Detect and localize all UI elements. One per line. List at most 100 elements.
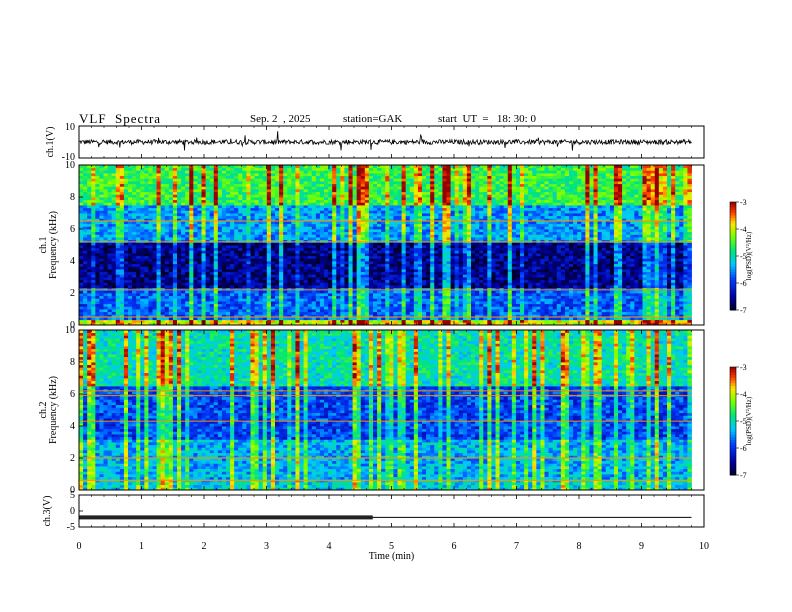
ch1-spectrogram-cell [107, 279, 113, 283]
ch1-spectrogram-cell [577, 285, 582, 289]
ch1-spectrogram-cell [397, 250, 402, 254]
ch1-spectrogram-cell [103, 261, 108, 265]
ch1-spectrogram-cell [221, 245, 227, 249]
ch1-spectrogram-cell [589, 277, 594, 281]
ch1-spectrogram-cell [667, 317, 672, 321]
ch1-spectrogram-cell [246, 258, 251, 262]
ch1-spectrogram-cell [548, 295, 554, 299]
ch1-spectrogram-cell [185, 266, 190, 270]
ch1-spectrogram-cell [471, 258, 476, 262]
ch1-spectrogram-cell [605, 298, 611, 302]
ch1-spectrogram-cell [373, 322, 378, 326]
ch1-spectrogram-cell [683, 261, 688, 265]
ch1-spectrogram-cell [601, 311, 607, 315]
ch1-spectrogram-cell [368, 258, 374, 262]
ch1-spectrogram-cell [605, 279, 611, 283]
ch1-spectrogram-cell [79, 295, 84, 299]
ch1-spectrogram-cell [560, 314, 566, 318]
ch1-spectrogram-cell [466, 266, 472, 270]
ch1-spectrogram-cell [442, 245, 447, 249]
ch1-spectrogram-cell [193, 245, 198, 249]
ch1-spectrogram-cell [332, 255, 337, 259]
ch1-spectrogram-cell [667, 245, 672, 249]
ch1-spectrogram-cell [548, 247, 554, 251]
ch1-spectrogram-cell [185, 303, 190, 307]
ch1-spectrogram-cell [209, 282, 215, 286]
ch1-spectrogram-cell [658, 274, 664, 278]
ch1-spectrogram-cell [221, 279, 227, 283]
ch1-spectrogram-cell [422, 317, 427, 321]
ch1-spectrogram-cell [491, 263, 496, 267]
ch1-spectrogram-cell [91, 322, 96, 326]
ch1-spectrogram-cell [172, 261, 178, 265]
ch1-spectrogram-cell [499, 306, 505, 310]
ch1-spectrogram-cell [601, 293, 607, 297]
ch1-spectrogram-cell [368, 285, 374, 289]
ch1-spectrogram-cell [205, 295, 211, 299]
ch1-spectrogram-cell [160, 279, 166, 283]
ch1-spectrogram-cell [209, 263, 215, 267]
ch1-spectrogram-cell [360, 314, 366, 318]
ch1-spectrogram-cell [458, 255, 464, 259]
ch1-spectrogram-cell [581, 290, 586, 294]
ch1-spectrogram-cell [462, 274, 468, 278]
ch1-spectrogram-cell [283, 319, 288, 323]
ch1-spectrogram-cell [291, 317, 296, 321]
ch1-spectrogram-cell [540, 314, 545, 318]
ch1-spectrogram-cell [287, 301, 292, 305]
ch1-spectrogram-cell [319, 290, 325, 294]
ch1-spectrogram-cell [324, 319, 329, 323]
ch1-spectrogram-cell [466, 319, 472, 323]
ch1-spectrogram-cell [491, 285, 496, 289]
ch1-spectrogram-cell [601, 258, 607, 262]
ch1-spectrogram-cell [172, 309, 178, 313]
ch1-spectrogram-cell [340, 293, 345, 297]
ch1-spectrogram-cell [556, 258, 562, 262]
ch1-spectrogram-cell [189, 285, 194, 289]
ch1-spectrogram-cell [426, 247, 431, 251]
ch1-spectrogram-cell [99, 306, 104, 310]
ch1-spectrogram-cell [650, 277, 656, 281]
ch1-spectrogram-cell [332, 298, 337, 302]
ch1-spectrogram-cell [177, 311, 182, 315]
ch1-spectrogram-cell [675, 258, 680, 262]
ch1-spectrogram-cell [536, 317, 541, 321]
ch1-spectrogram-cell [483, 309, 488, 313]
ch1-spectrogram-cell [99, 317, 104, 321]
ch1-spectrogram-cell [348, 309, 353, 313]
ch1-spectrogram-cell [434, 314, 439, 318]
ch1-spectrogram-cell [172, 245, 178, 249]
ch1-spectrogram-cell [401, 237, 407, 241]
ch1-spectrogram-cell [132, 279, 137, 283]
ch1-spectrogram-cell [483, 282, 488, 286]
ch1-spectrogram-cell [589, 311, 594, 315]
ch1-spectrogram-cell [332, 253, 337, 257]
ch1-spectrogram-cell [573, 279, 578, 283]
ch1-spectrogram-cell [658, 317, 664, 321]
ch1-spectrogram-cell [283, 322, 288, 326]
ch1-spectrogram-cell [87, 306, 92, 310]
ch1-spectrogram-cell [450, 314, 456, 318]
ch1-spectrogram-cell [238, 293, 243, 297]
ch1-spectrogram-cell [221, 293, 227, 297]
ch1-spectrogram-cell [319, 285, 325, 289]
ch1-spectrogram-cell [258, 261, 264, 265]
ch1-spectrogram-cell [234, 317, 239, 321]
ch1-spectrogram-cell [197, 306, 202, 310]
ch1-spectrogram-cell [295, 317, 300, 321]
ch1-spectrogram-cell [181, 303, 186, 307]
ch1-spectrogram-cell [266, 255, 272, 259]
ch1-spectrogram-cell [332, 250, 337, 254]
ch1-spectrogram-cell [132, 303, 137, 307]
ch1-spectrogram-cell [434, 285, 439, 289]
ch1-spectrogram-cell [201, 258, 206, 262]
ch1-spectrogram-cell [650, 266, 656, 270]
ch1-spectrogram-cell [291, 253, 296, 257]
ch1-spectrogram-cell [250, 247, 255, 251]
ch1-spectrogram-cell [626, 263, 631, 267]
ch1-spectrogram-cell [107, 277, 113, 281]
ch1-spectrogram-cell [479, 282, 484, 286]
ch1-spectrogram-cell [356, 282, 362, 286]
ch1-spectrogram-cell [454, 301, 460, 305]
ch1-spectrogram-cell [226, 253, 231, 257]
